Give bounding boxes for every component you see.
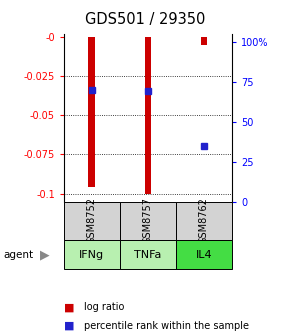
Text: IL4: IL4 — [196, 250, 212, 259]
Bar — [176, 240, 232, 269]
Text: ■: ■ — [64, 321, 74, 331]
Text: TNFa: TNFa — [134, 250, 162, 259]
Text: GSM8757: GSM8757 — [143, 198, 153, 244]
Text: IFNg: IFNg — [79, 250, 104, 259]
Text: ■: ■ — [64, 302, 74, 312]
Bar — [201, 37, 207, 45]
Text: GSM8762: GSM8762 — [199, 198, 209, 244]
Bar — [64, 202, 120, 240]
Text: GSM8752: GSM8752 — [87, 198, 97, 244]
Bar — [120, 240, 176, 269]
Text: GDS501 / 29350: GDS501 / 29350 — [85, 12, 205, 27]
Text: agent: agent — [3, 250, 33, 259]
Bar — [144, 37, 151, 194]
Bar — [120, 202, 176, 240]
Text: ▶: ▶ — [40, 248, 50, 261]
Text: percentile rank within the sample: percentile rank within the sample — [84, 321, 249, 331]
Bar — [64, 240, 120, 269]
Bar — [88, 37, 95, 187]
Text: log ratio: log ratio — [84, 302, 124, 312]
Bar — [176, 202, 232, 240]
